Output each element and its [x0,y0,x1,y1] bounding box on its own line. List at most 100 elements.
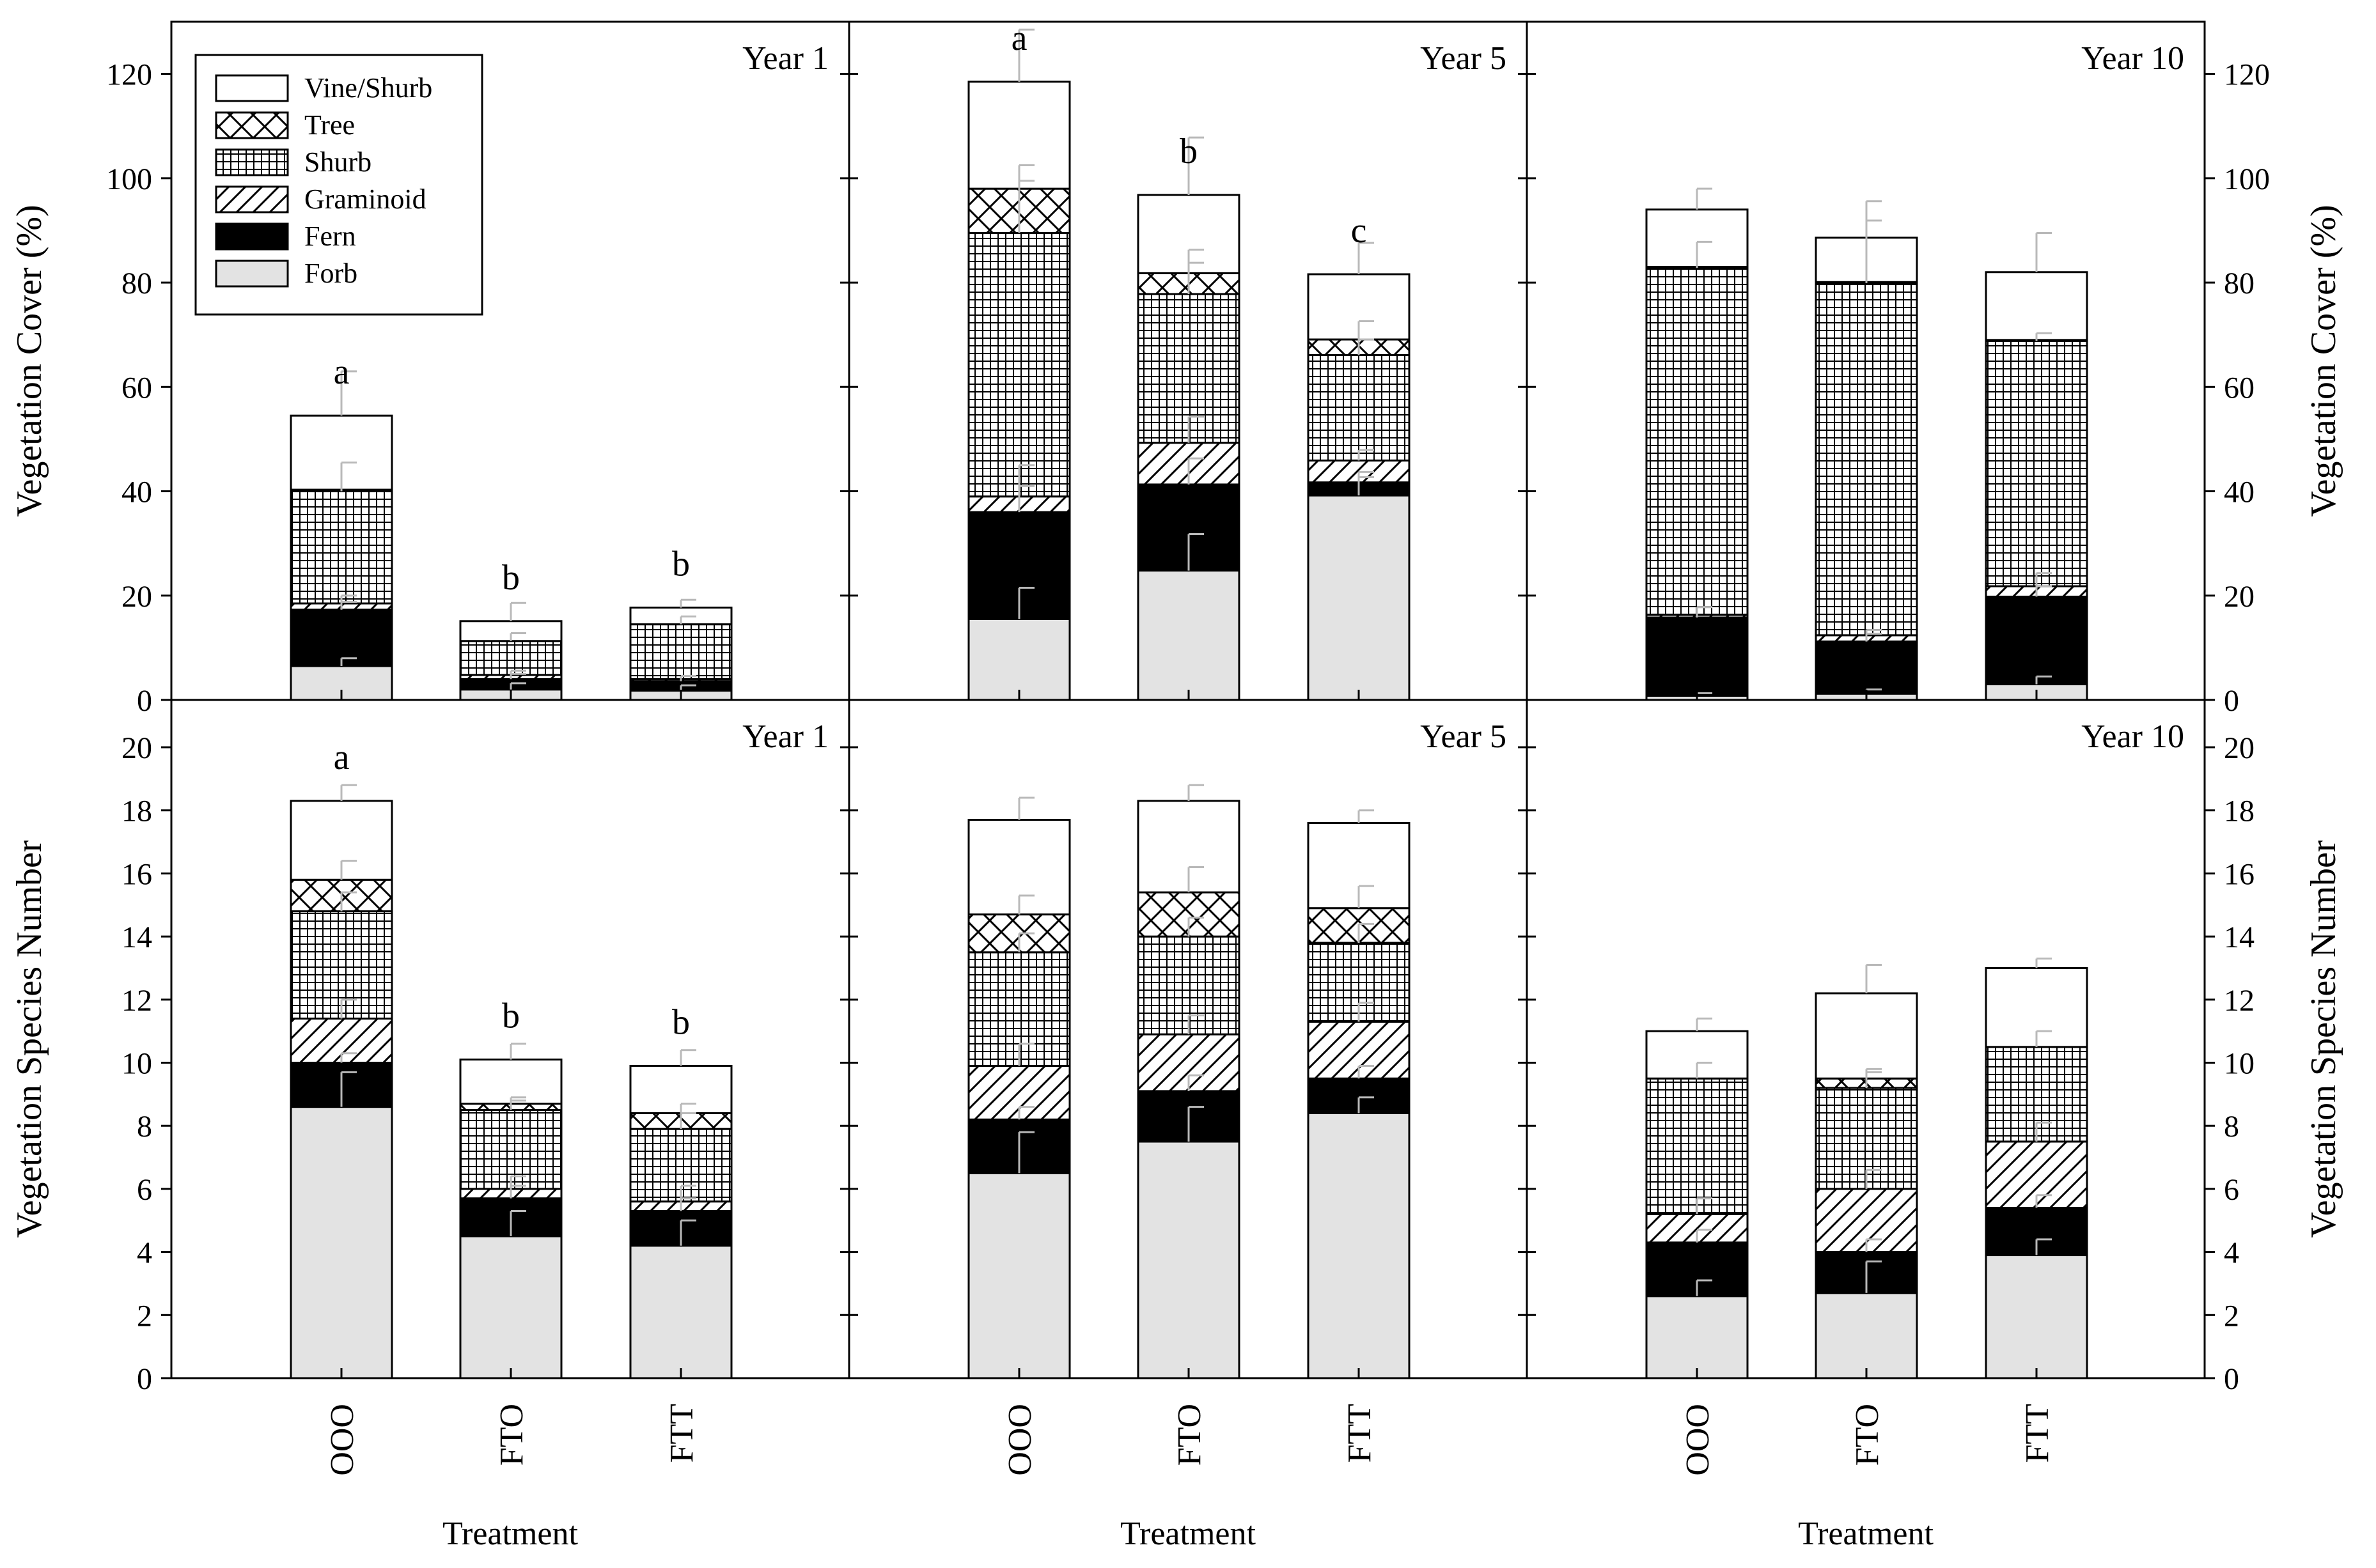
y-tick-label-left-cover: 120 [106,58,152,92]
significance-letter-cover-1-0: a [1012,19,1028,58]
error-bar-species-2-2-1 [2035,1194,2052,1208]
y-axis-label-right-cover: Vegetation Cover (%) [2304,205,2343,516]
error-bar-cover-2-0-4 [1696,187,1712,210]
y-axis-label-left-species: Vegetation Species Number [10,840,49,1238]
error-bar-species-1-1-1 [1187,1074,1204,1091]
y-tick-label-left-species: 20 [121,731,152,765]
error-bar-species-0-2-4 [680,1103,696,1114]
y-tick-label-right-species: 10 [2224,1047,2255,1081]
y-tick-label-left-cover: 0 [137,684,152,718]
error-bar-cover-0-0-2 [340,594,357,604]
error-bar-species-2-2-4 [2035,958,2052,968]
error-bar-species-1-2-1 [1357,1064,1374,1079]
error-bar-species-0-0-3 [340,891,357,912]
bar-species-year5-ftt-fern [1307,1077,1411,1114]
error-bar-species-2-1-5 [1865,964,1882,993]
frames-layer [161,20,2215,1379]
y-tick-label-right-species: 6 [2224,1173,2239,1207]
y-tick-label-right-species: 0 [2224,1362,2239,1396]
error-bar-cover-1-0-2 [1018,464,1035,497]
bar-species-year10-ftt-forb [1985,1254,2088,1379]
error-bar-cover-0-2-0 [680,684,696,691]
error-bar-species-1-0-1 [1018,1106,1035,1120]
bar-cover-year5-ftt-forb [1307,494,1411,701]
y-tick-label-left-species: 6 [137,1173,152,1207]
legend-swatch-tree [215,111,289,139]
bar-species-year5-ooo-forb [967,1172,1071,1379]
category-label-ooo: OOO [324,1404,361,1476]
category-label-fto: FTO [1171,1404,1208,1466]
error-bar-species-0-2-3 [680,1112,696,1129]
error-bar-cover-0-2-3 [680,615,696,625]
error-bar-cover-1-1-0 [1187,532,1204,571]
error-bar-species-1-1-3 [1187,917,1204,937]
y-tick-label-right-species: 14 [2224,920,2255,954]
bar-species-year10-ooo-forb [1645,1295,1749,1379]
y-tick-label-right-species: 4 [2224,1236,2239,1270]
bar-cover-year10-ooo-fern [1645,616,1749,697]
y-tick-label-right-species: 18 [2224,795,2255,828]
error-bar-species-1-0-4 [1018,894,1035,915]
error-bar-species-0-0-4 [340,860,357,880]
bar-cover-year10-ftt-shrub [1985,339,2088,587]
error-bar-species-2-2-0 [2035,1238,2052,1255]
y-tick-label-right-species: 20 [2224,731,2255,765]
error-bar-species-2-0-1 [1696,1229,1712,1243]
y-tick-label-right-cover: 100 [2224,162,2270,196]
error-bar-species-2-2-3 [2035,1030,2052,1047]
y-tick-label-right-cover: 120 [2224,58,2270,92]
error-bar-species-1-1-5 [1187,784,1204,801]
legend-label-tree: Tree [304,109,355,141]
error-bar-cover-2-2-3 [2035,332,2052,341]
error-bar-species-1-0-2 [1018,1043,1035,1066]
error-bar-species-1-2-2 [1357,1002,1374,1022]
y-tick-label-left-species: 10 [121,1047,152,1081]
error-bar-species-0-0-0 [340,1071,357,1107]
error-bar-cover-0-1-2 [510,669,526,675]
y-tick-label-left-species: 0 [137,1362,152,1396]
error-bar-cover-1-0-0 [1018,587,1035,619]
bar-species-year1-fto-forb [459,1235,563,1379]
panel-title-species-0: Year 1 [742,718,829,755]
bar-cover-year10-ftt-vine [1985,271,2088,341]
y-tick-label-left-species: 8 [137,1110,152,1144]
error-bar-species-2-1-2 [1865,1168,1882,1189]
bar-cover-year1-ooo-fern [290,609,393,667]
error-bar-cover-1-0-4 [1018,164,1035,189]
category-label-fto: FTO [494,1404,530,1466]
category-label-fto: FTO [1849,1404,1886,1466]
error-bar-species-1-2-0 [1357,1096,1374,1114]
legend-label-forb: Forb [304,258,357,289]
bar-species-year1-ooo-forb [290,1106,393,1379]
error-bar-species-2-0-3 [1696,1062,1712,1079]
error-bar-cover-1-1-4 [1187,249,1204,274]
legend-swatch-forb [215,260,289,288]
error-bar-species-2-2-2 [2035,1121,2052,1142]
error-bar-cover-2-0-3 [1696,240,1712,268]
significance-letter-cover-1-2: c [1351,211,1367,251]
category-label-ftt: FTT [2019,1404,2056,1463]
error-bar-cover-1-1-1 [1187,457,1204,485]
legend-label-vine: Vine/Shurb [304,72,432,104]
error-bar-cover-2-2-4 [2035,232,2052,272]
error-bar-species-2-0-2 [1696,1197,1712,1215]
legend-swatch-shrub [215,148,289,176]
x-axis-label: Treatment [1120,1516,1256,1552]
y-tick-label-left-cover: 80 [121,267,152,300]
category-label-ooo: OOO [1680,1404,1716,1476]
legend-swatch-graminoid [215,185,289,213]
error-bar-species-0-2-0 [680,1219,696,1246]
error-bar-cover-2-1-2 [1865,629,1882,635]
error-bar-cover-0-2-2 [680,674,696,679]
error-bar-species-0-1-0 [510,1209,526,1236]
error-bar-cover-0-0-3 [340,462,357,492]
legend: Vine/Shurb Tree Shurb Graminoid Fern Forb [194,54,483,316]
category-label-ftt: FTT [1341,1404,1378,1463]
y-tick-label-left-cover: 40 [121,476,152,509]
error-bar-species-0-0-5 [340,784,357,801]
error-bar-cover-0-1-0 [510,682,526,690]
error-bar-cover-1-2-3 [1357,338,1374,355]
error-bar-species-1-1-2 [1187,1014,1204,1035]
